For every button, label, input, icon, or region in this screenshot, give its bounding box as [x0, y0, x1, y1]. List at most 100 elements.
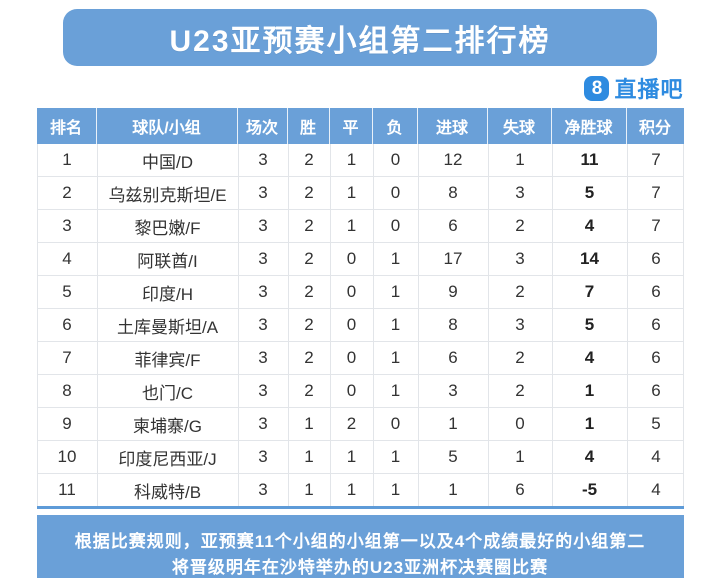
cell-win: 1: [287, 441, 330, 473]
cell-team: 柬埔寨/G: [96, 408, 238, 440]
cell-played: 3: [237, 441, 288, 473]
cell-gf: 17: [417, 243, 488, 275]
cell-team: 土库曼斯坦/A: [96, 309, 238, 341]
cell-win: 2: [287, 177, 330, 209]
cell-rank: 9: [62, 414, 72, 433]
cell-win: 2: [287, 375, 330, 407]
cell-team: 中国/D: [96, 144, 238, 176]
cell-gf: 9: [417, 276, 488, 308]
cell-pts: 7: [626, 210, 685, 242]
cell-gd: 4: [551, 441, 627, 473]
table-body: 1 中国/D 3 2 1 0 12 1 11 7 2 乌兹别克斯坦/E 3 2 1 0 8 3 5 7 3 黎巴嫩/F 3 2…: [36, 144, 685, 506]
cell-team: 乌兹别克斯坦/E: [96, 177, 238, 209]
header-cell-ga: 失球: [486, 108, 551, 144]
cell-rank: 2: [62, 183, 72, 202]
cell-pts: 6: [626, 243, 685, 275]
header-cell-gf: 进球: [416, 108, 487, 144]
table-row: 3 黎巴嫩/F 3 2 1 0 6 2 4 7: [37, 209, 685, 242]
cell-played: 3: [237, 144, 288, 176]
cell-ga: 0: [487, 408, 552, 440]
cell-played: 3: [237, 375, 288, 407]
cell-played: 3: [237, 342, 288, 374]
cell-played: 3: [237, 474, 288, 506]
cell-draw: 1: [329, 177, 373, 209]
cell-team: 印度/H: [96, 276, 238, 308]
cell-gd: 5: [551, 309, 627, 341]
table-row: 11 科威特/B 3 1 1 1 1 6 -5 4: [37, 473, 685, 506]
cell-win: 2: [287, 243, 330, 275]
cell-played: 3: [237, 243, 288, 275]
cell-ga: 2: [487, 342, 552, 374]
cell-win: 2: [287, 342, 330, 374]
cell-gd: 11: [551, 144, 627, 176]
cell-team: 黎巴嫩/F: [96, 210, 238, 242]
header-cell-win: 胜: [286, 108, 329, 144]
cell-pts: 6: [626, 342, 685, 374]
cell-loss: 1: [372, 342, 418, 374]
cell-gf: 5: [417, 441, 488, 473]
footer-line-2: 将晋级明年在沙特举办的U23亚洲杯决赛圈比赛: [171, 558, 549, 577]
standings-table: 排名 球队/小组 场次 胜 平 负 进球 失球 净胜球 积分 1 中国/D 3 2 1 0…: [36, 108, 685, 509]
cell-team: 印度尼西亚/J: [96, 441, 238, 473]
cell-gf: 8: [417, 309, 488, 341]
cell-pts: 4: [626, 474, 685, 506]
cell-rank: 6: [62, 315, 72, 334]
cell-gd: 4: [551, 342, 627, 374]
cell-draw: 2: [329, 408, 373, 440]
cell-ga: 2: [487, 276, 552, 308]
cell-rank: 11: [58, 480, 76, 499]
cell-win: 2: [287, 276, 330, 308]
cell-gd: 5: [551, 177, 627, 209]
cell-played: 3: [237, 408, 288, 440]
cell-gd: 4: [551, 210, 627, 242]
table-row: 5 印度/H 3 2 0 1 9 2 7 6: [37, 275, 683, 308]
page-title: U23亚预赛小组第二排行榜: [169, 24, 551, 58]
logo: 8 直播吧: [37, 74, 684, 102]
cell-team: 科威特/B: [96, 474, 238, 506]
cell-pts: 6: [626, 309, 685, 341]
cell-rank: 10: [57, 447, 77, 466]
cell-rank: 5: [62, 282, 72, 301]
cell-ga: 2: [487, 375, 552, 407]
cell-gf: 3: [417, 375, 488, 407]
cell-ga: 3: [487, 177, 552, 209]
cell-loss: 1: [372, 474, 418, 506]
cell-rank: 3: [62, 216, 72, 235]
cell-gf: 12: [417, 144, 488, 176]
header-cell-draw: 平: [328, 108, 372, 144]
cell-loss: 1: [372, 375, 418, 407]
cell-rank: 1: [62, 150, 72, 169]
cell-draw: 0: [329, 342, 373, 374]
cell-team: 阿联酋/I: [96, 243, 238, 275]
cell-loss: 0: [372, 177, 418, 209]
cell-loss: 1: [372, 276, 418, 308]
table-row: 2 乌兹别克斯坦/E 3 2 1 0 8 3 5 7: [37, 176, 683, 209]
cell-team: 也门/C: [96, 375, 238, 407]
cell-played: 3: [237, 309, 288, 341]
table-row: 6 土库曼斯坦/A 3 2 0 1 8 3 5 6: [37, 308, 685, 341]
cell-played: 3: [237, 210, 288, 242]
cell-draw: 0: [329, 276, 373, 308]
cell-loss: 1: [372, 441, 418, 473]
cell-rank: 4: [62, 249, 72, 268]
cell-played: 3: [237, 276, 288, 308]
cell-gd: 7: [551, 276, 627, 308]
cell-draw: 1: [329, 441, 373, 473]
cell-pts: 4: [626, 441, 685, 473]
cell-gf: 1: [417, 474, 488, 506]
cell-pts: 6: [626, 375, 685, 407]
cell-ga: 1: [487, 441, 552, 473]
cell-gf: 1: [417, 408, 488, 440]
cell-loss: 0: [372, 408, 418, 440]
cell-team: 菲律宾/F: [96, 342, 238, 374]
table-row: 9 柬埔寨/G 3 1 2 0 1 0 1 5: [37, 407, 683, 440]
table-row: 10 印度尼西亚/J 3 1 1 1 5 1 4 4: [37, 440, 685, 473]
table-row: 1 中国/D 3 2 1 0 12 1 11 7: [37, 144, 683, 176]
table-row: 7 菲律宾/F 3 2 0 1 6 2 4 6: [37, 341, 685, 374]
cell-win: 2: [287, 144, 330, 176]
cell-gd: 1: [551, 375, 627, 407]
header-cell-played: 场次: [236, 108, 287, 144]
cell-ga: 3: [487, 243, 552, 275]
cell-gd: 14: [551, 243, 627, 275]
footer-line-1: 根据比赛规则，亚预赛11个小组的小组第一以及4个成绩最好的小组第二: [74, 532, 646, 551]
